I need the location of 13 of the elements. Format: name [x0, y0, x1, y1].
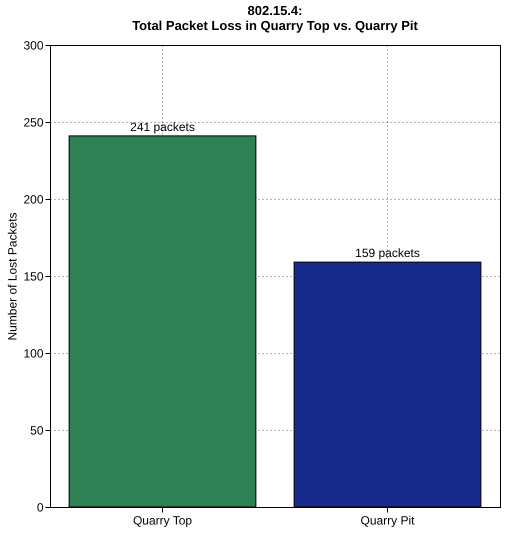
data-label: 159 packets [355, 246, 420, 260]
y-tick-label: 250 [23, 116, 44, 130]
x-tick-label: Quarry Top [132, 514, 192, 528]
y-tick-label: 50 [30, 424, 44, 438]
y-tick-label: 0 [36, 500, 44, 514]
chart-title: 802.15.4: Total Packet Loss in Quarry Top vs. Quarry Pit [132, 3, 418, 33]
y-tick-label: 200 [23, 192, 44, 206]
x-tick-label: Quarry Pit [360, 514, 416, 528]
y-tick-label: 300 [23, 38, 44, 52]
y-tick-label: 100 [23, 346, 44, 360]
y-tick-label: 150 [23, 270, 44, 284]
data-label: 241 packets [130, 120, 195, 134]
y-axis-title: Number of Lost Packets [5, 212, 20, 341]
